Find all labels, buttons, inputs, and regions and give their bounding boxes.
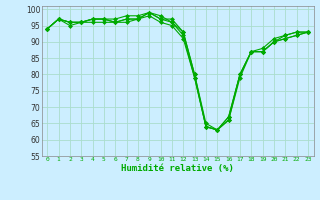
X-axis label: Humidité relative (%): Humidité relative (%) bbox=[121, 164, 234, 173]
